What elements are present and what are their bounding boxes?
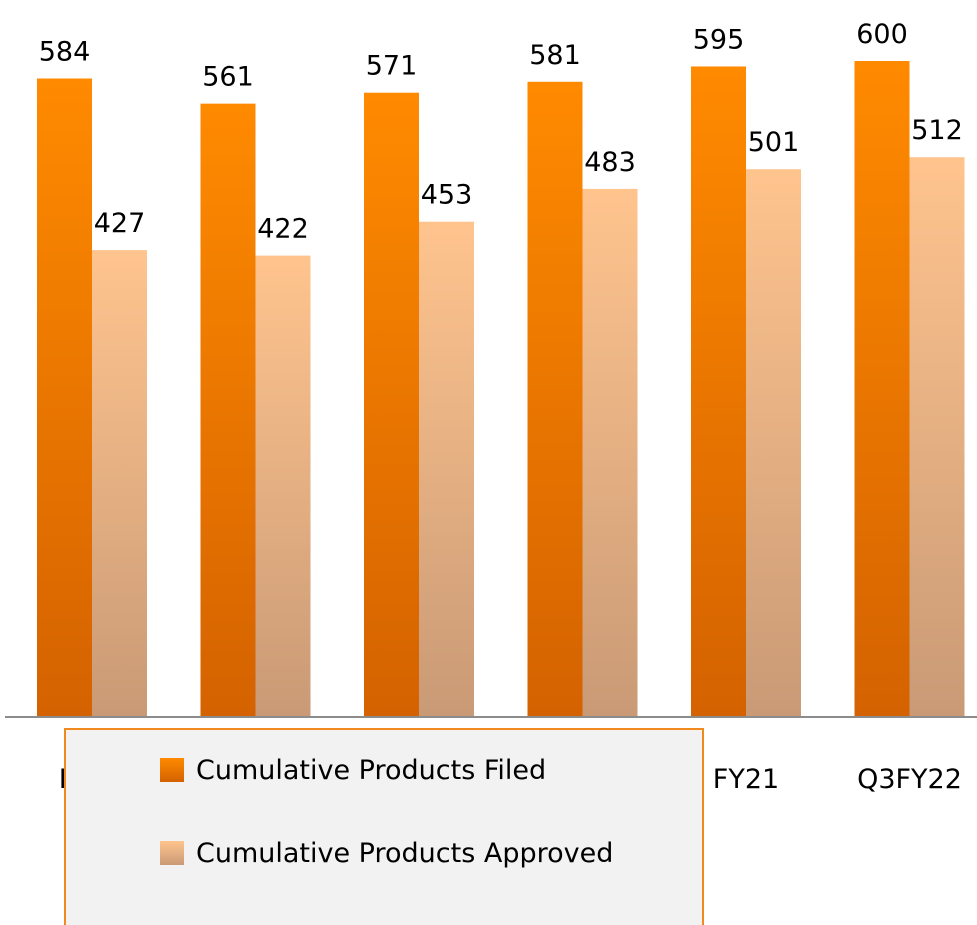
x-tick-label-q3fy22: Q3FY22	[857, 764, 962, 795]
legend-item-approved: Cumulative Products Approved	[160, 833, 613, 873]
value-label-approved-fy18: 422	[257, 214, 309, 245]
bar-approved-fy18	[255, 255, 311, 717]
bar-filed-q3fy22	[854, 61, 910, 717]
value-label-filed-q3fy22: 600	[856, 19, 908, 50]
bar-approved-fy17	[92, 250, 147, 717]
legend-label-approved: Cumulative Products Approved	[196, 837, 614, 869]
bars-group	[37, 61, 965, 718]
legend-item-filed: Cumulative Products Filed	[160, 750, 546, 790]
legend-swatch-approved	[160, 841, 184, 865]
bar-approved-fy20	[582, 188, 638, 718]
bar-filed-fy20	[527, 81, 583, 718]
bar-approved-fy21	[746, 169, 801, 718]
legend-swatch-filed	[160, 758, 184, 782]
legend-label-filed: Cumulative Products Filed	[196, 754, 547, 786]
value-label-filed-fy19: 571	[366, 51, 418, 82]
value-label-approved-fy20: 483	[584, 147, 636, 178]
value-label-filed-fy20: 581	[529, 40, 581, 71]
value-label-filed-fy18: 561	[202, 62, 254, 93]
bar-filed-fy19	[364, 92, 419, 717]
value-label-filed-fy17: 584	[39, 36, 91, 67]
bar-filed-fy21	[691, 66, 746, 717]
legend: Cumulative Products Filed Cumulative Pro…	[64, 728, 704, 925]
value-label-approved-fy21: 501	[748, 127, 800, 158]
value-label-filed-fy21: 595	[693, 24, 745, 55]
value-labels-group: 584 427 561 422 571 453 581 483 595 501 600 512	[39, 19, 963, 245]
bar-approved-q3fy22	[909, 157, 965, 718]
value-label-approved-fy17: 427	[94, 208, 146, 239]
value-label-approved-fy19: 453	[421, 180, 473, 211]
value-label-approved-q3fy22: 512	[911, 115, 963, 146]
bar-approved-fy19	[419, 221, 474, 717]
bar-filed-fy17	[37, 78, 92, 717]
bar-filed-fy18	[200, 103, 256, 717]
x-tick-label-fy21: FY21	[713, 764, 779, 795]
